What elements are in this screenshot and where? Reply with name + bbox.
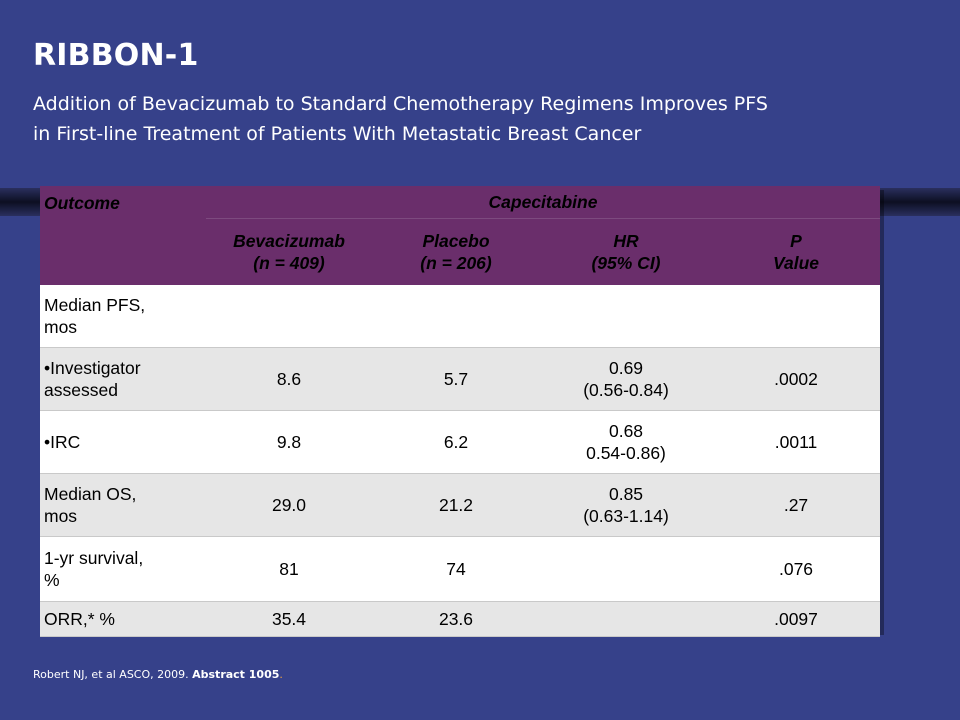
row-label-line1: Median OS, — [44, 484, 137, 504]
cell-p: .076 — [712, 536, 880, 602]
table-row: •Investigator assessed 8.6 5.7 0.69 (0.5… — [40, 347, 880, 411]
header-hr-name: HR — [613, 231, 639, 251]
header-hr-ci: (95% CI) — [591, 253, 661, 273]
cell-bev: 8.6 — [206, 347, 372, 411]
cell-placebo: 5.7 — [372, 347, 540, 411]
header-outcome: Outcome — [40, 186, 206, 285]
cell-bev: 81 — [206, 536, 372, 602]
slide-title: RIBBON-1 — [33, 38, 199, 73]
cell-hr: 0.85 (0.63-1.14) — [540, 473, 712, 537]
cell-p: .0097 — [712, 601, 880, 637]
row-label-line1: Median PFS, — [44, 295, 146, 315]
header-bevacizumab: Bevacizumab (n = 409) — [206, 218, 372, 285]
cell-hr-ci: (0.63-1.14) — [583, 506, 669, 526]
row-label-line2: assessed — [44, 380, 118, 400]
cell-bev — [206, 285, 372, 348]
outcomes-table: Outcome Capecitabine Bevacizumab (n = 40… — [40, 186, 880, 637]
cell-p: .0002 — [712, 347, 880, 411]
cell-p: .0011 — [712, 410, 880, 474]
subtitle-line-2: in First-line Treatment of Patients With… — [33, 123, 642, 145]
row-label: •Investigator assessed — [40, 347, 206, 411]
cell-p — [712, 285, 880, 348]
slide-subtitle: Addition of Bevacizumab to Standard Chem… — [33, 89, 913, 149]
cell-placebo: 21.2 — [372, 473, 540, 537]
cell-hr-value: 0.68 — [608, 421, 644, 441]
cell-p: .27 — [712, 473, 880, 537]
header-capecitabine: Capecitabine — [206, 186, 880, 219]
table-row: •IRC 9.8 6.2 0.68 0.54-0.86) .0011 — [40, 410, 880, 474]
row-label: 1-yr survival, % — [40, 536, 206, 602]
header-p-value-label: Value — [772, 253, 820, 273]
table-header-row: Outcome Capecitabine — [40, 186, 880, 285]
citation-text: Robert NJ, et al ASCO, 2009. — [33, 668, 193, 681]
cell-hr — [540, 601, 712, 637]
row-label-line2: % — [44, 570, 60, 590]
citation-footnote: Robert NJ, et al ASCO, 2009. Abstract 10… — [33, 668, 283, 681]
header-bev-n: (n = 409) — [253, 253, 325, 273]
row-label-line2: mos — [44, 317, 78, 337]
table-row: Median PFS, mos — [40, 285, 880, 348]
cell-hr — [540, 285, 712, 348]
table-row: Median OS, mos 29.0 21.2 0.85 (0.63-1.14… — [40, 473, 880, 537]
table-row: ORR,* % 35.4 23.6 .0097 — [40, 601, 880, 637]
header-pla-name: Placebo — [422, 231, 490, 251]
cell-placebo: 6.2 — [372, 410, 540, 474]
header-bev-name: Bevacizumab — [233, 231, 345, 251]
cell-placebo: 23.6 — [372, 601, 540, 637]
cell-bev: 29.0 — [206, 473, 372, 537]
cell-bev: 35.4 — [206, 601, 372, 637]
cell-hr-value: 0.69 — [608, 358, 644, 378]
header-p-name: P — [790, 231, 802, 251]
citation-tail: . — [279, 668, 283, 681]
cell-hr-ci: (0.56-0.84) — [583, 380, 669, 400]
row-label-line1: •Investigator — [44, 358, 141, 378]
cell-placebo — [372, 285, 540, 348]
cell-hr: 0.69 (0.56-0.84) — [540, 347, 712, 411]
row-label-line2: mos — [44, 506, 78, 526]
cell-hr: 0.68 0.54-0.86) — [540, 410, 712, 474]
cell-hr — [540, 536, 712, 602]
cell-hr-value: 0.85 — [608, 484, 644, 504]
header-p-value: P Value — [712, 218, 880, 285]
row-label: Median PFS, mos — [40, 285, 206, 348]
header-placebo: Placebo (n = 206) — [372, 218, 540, 285]
header-hr: HR (95% CI) — [540, 218, 712, 285]
row-label-line1: 1-yr survival, — [44, 548, 144, 568]
table-subheader-row: Bevacizumab (n = 409) Placebo (n = 206) … — [40, 218, 880, 285]
row-label: •IRC — [40, 410, 206, 474]
table-row: 1-yr survival, % 81 74 .076 — [40, 536, 880, 602]
row-label-line1: •IRC — [44, 432, 81, 452]
cell-bev: 9.8 — [206, 410, 372, 474]
subtitle-line-1: Addition of Bevacizumab to Standard Chem… — [33, 93, 768, 115]
header-pla-n: (n = 206) — [420, 253, 492, 273]
row-label: ORR,* % — [40, 601, 206, 637]
cell-placebo: 74 — [372, 536, 540, 602]
row-label: Median OS, mos — [40, 473, 206, 537]
citation-abstract: Abstract 1005 — [192, 668, 280, 681]
cell-hr-ci: 0.54-0.86) — [586, 443, 666, 463]
